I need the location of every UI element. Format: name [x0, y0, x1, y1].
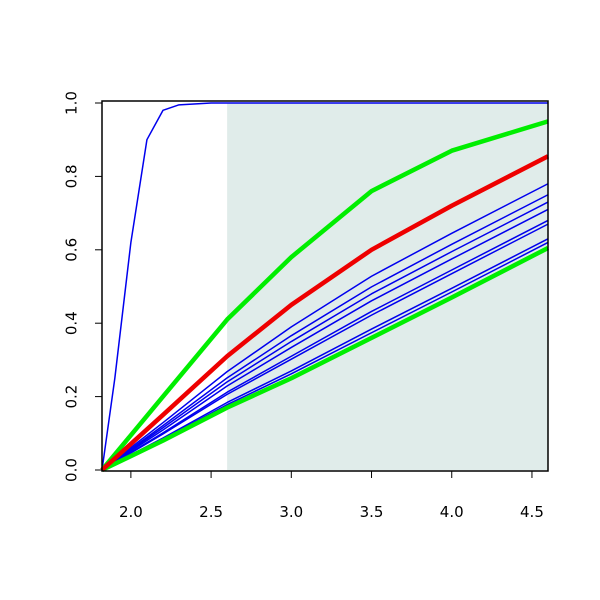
curve [101, 102, 548, 471]
curve [100, 119, 549, 472]
y-tick-label: 0.8 [63, 164, 81, 188]
x-tick-label: 2.5 [199, 503, 223, 521]
curve [101, 238, 549, 471]
curve [101, 208, 549, 471]
highlight-region [227, 103, 548, 470]
curve [100, 154, 550, 472]
curve [101, 223, 549, 471]
y-tick-label: 0.6 [63, 238, 81, 262]
y-tick-label: 1.0 [63, 91, 81, 115]
y-tick-label: 0.0 [63, 458, 81, 482]
curve [101, 201, 549, 471]
x-tick-label: 3.0 [279, 503, 303, 521]
x-tick-label: 4.5 [520, 503, 544, 521]
x-tick-label: 2.0 [119, 503, 143, 521]
curve [101, 183, 549, 471]
x-tick-label: 3.5 [360, 503, 384, 521]
x-tick-label: 4.0 [440, 503, 464, 521]
curve [101, 245, 550, 473]
plot-frame [101, 100, 549, 472]
curve [101, 219, 549, 471]
y-tick-label: 0.2 [63, 385, 81, 409]
y-tick-label: 0.4 [63, 311, 81, 335]
curve [101, 194, 549, 471]
